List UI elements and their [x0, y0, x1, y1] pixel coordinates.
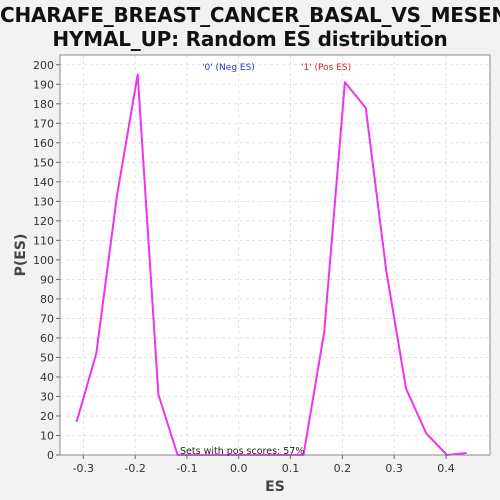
plot-border — [59, 54, 491, 456]
y-tick-label: 10 — [40, 429, 54, 442]
x-tick-label: 0.1 — [282, 462, 300, 475]
y-tick-label: 130 — [33, 195, 54, 208]
y-tick-label: 180 — [33, 98, 54, 111]
y-tick-label: 170 — [33, 117, 54, 130]
x-tick-label: 0.0 — [230, 462, 248, 475]
y-tick-label: 100 — [33, 254, 54, 267]
y-tick-label: 70 — [40, 312, 54, 325]
chart-title-line-2: HYMAL_UP: Random ES distribution — [52, 27, 448, 51]
gridlines — [60, 55, 490, 456]
legend-neg-es: '0' (Neg ES) — [202, 63, 255, 73]
x-tick-label: 0.3 — [385, 462, 403, 475]
y-tick-label: 20 — [40, 410, 54, 423]
y-tick-label: 110 — [33, 234, 54, 247]
y-tick-label: 190 — [33, 78, 54, 91]
legend-pos-es: '1' (Pos ES) — [301, 63, 351, 73]
x-tick-label: -0.2 — [124, 462, 145, 475]
x-tick-label: 0.4 — [437, 462, 455, 475]
y-tick-label: 150 — [33, 156, 54, 169]
x-tick-label: -0.3 — [73, 462, 94, 475]
y-axis-title: P(ES) — [13, 234, 29, 277]
y-tick-label: 50 — [40, 351, 54, 364]
y-tick-label: 40 — [40, 371, 54, 384]
y-tick-label: 60 — [40, 332, 54, 345]
y-tick-label: 160 — [33, 137, 54, 150]
y-tick-label: 0 — [47, 449, 54, 462]
x-tick-label: -0.1 — [176, 462, 197, 475]
chart-title-line-1: CHARAFE_BREAST_CANCER_BASAL_VS_MESENC — [0, 3, 500, 27]
axis-ticks: 0 10 20 30 40 50 60 70 80 90 100 110 120 130 140 150 160… — [33, 59, 455, 475]
y-tick-label: 30 — [40, 390, 54, 403]
x-tick-label: 0.2 — [334, 462, 352, 475]
x-axis-title: ES — [265, 479, 285, 495]
y-tick-label: 120 — [33, 215, 54, 228]
y-tick-label: 140 — [33, 176, 54, 189]
pos-scores-annotation: Sets with pos scores: 57% — [180, 446, 304, 457]
y-tick-label: 90 — [40, 273, 54, 286]
plot-area — [60, 55, 490, 455]
y-tick-label: 200 — [33, 59, 54, 72]
y-tick-label: 80 — [40, 293, 54, 306]
